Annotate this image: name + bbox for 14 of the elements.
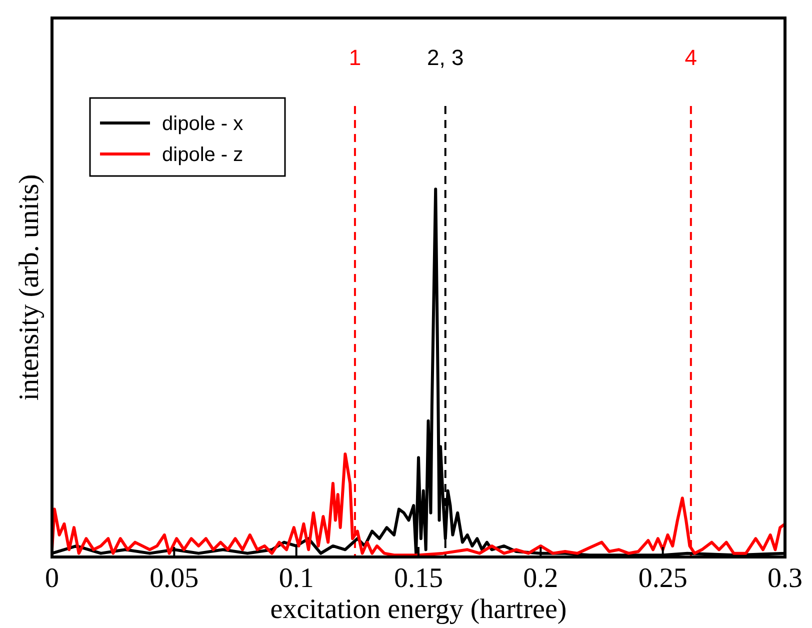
x-tick-label: 0.05 — [150, 563, 199, 594]
legend-label: dipole - x — [162, 113, 244, 135]
x-tick-label: 0.2 — [523, 563, 558, 594]
x-tick-label: 0.3 — [768, 563, 802, 594]
x-tick-label: 0.1 — [278, 563, 314, 594]
x-axis-title: excitation energy (hartree) — [270, 594, 567, 625]
y-axis-title: intensity (arb. units) — [14, 174, 45, 401]
text: 2, 3 — [427, 45, 464, 70]
x-tick-label: 0 — [45, 563, 59, 594]
x-tick-label: 0.15 — [394, 563, 443, 594]
text: 1 — [348, 45, 362, 70]
x-tick-label: 0.25 — [638, 563, 688, 594]
text: 4 — [684, 45, 698, 70]
legend-label: dipole - z — [162, 144, 244, 166]
